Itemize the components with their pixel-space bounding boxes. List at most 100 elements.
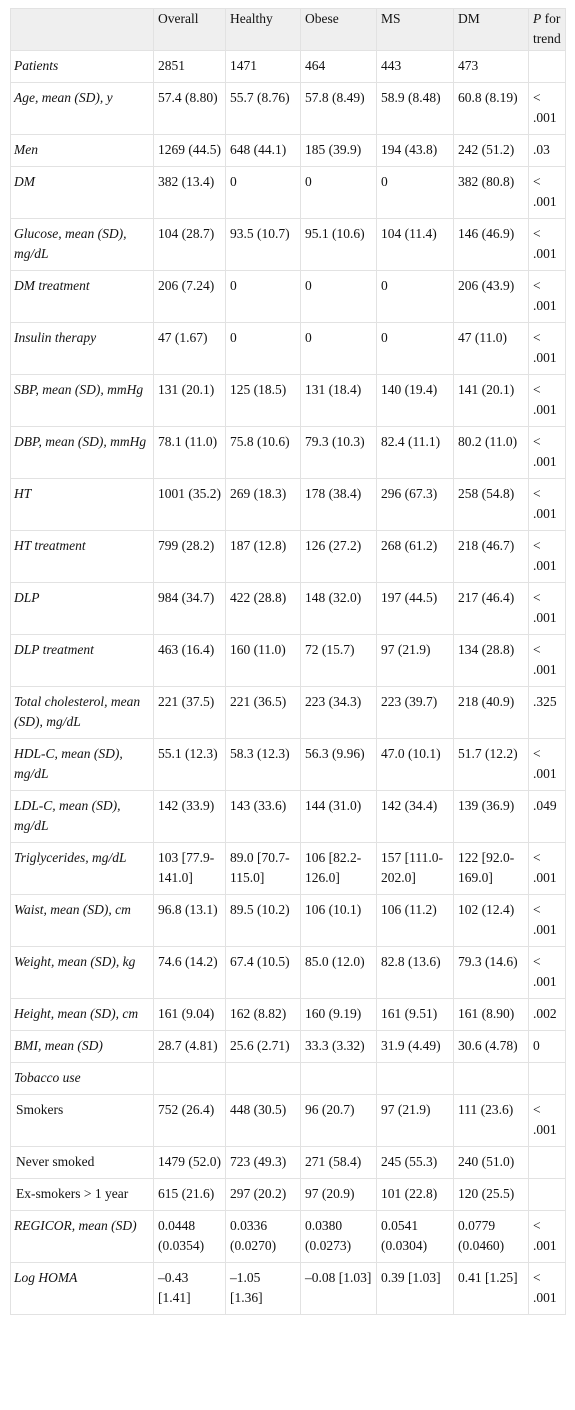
- value-cell: 185 (39.9): [300, 134, 377, 167]
- row-label: DM: [10, 166, 154, 219]
- value-cell: 102 (12.4): [453, 894, 529, 947]
- p-symbol: P: [533, 11, 542, 26]
- value-cell: 111 (23.6): [453, 1094, 529, 1147]
- table-row: Never smoked 1479 (52.0) 723 (49.3) 271 (58…: [10, 1146, 566, 1179]
- value-cell: 269 (18.3): [225, 478, 301, 531]
- value-cell: 104 (11.4): [376, 218, 454, 271]
- value-cell: 194 (43.8): [376, 134, 454, 167]
- value-cell: 187 (12.8): [225, 530, 301, 583]
- p-value: < .001: [528, 270, 566, 323]
- p-value: 0: [528, 1030, 566, 1063]
- row-label: Never smoked: [10, 1146, 154, 1179]
- value-cell: –1.05 [1.36]: [225, 1262, 301, 1315]
- value-cell: 131 (18.4): [300, 374, 377, 427]
- row-label: Patients: [10, 50, 154, 83]
- row-label: Glucose, mean (SD), mg/dL: [10, 218, 154, 271]
- value-cell: 0.0541 (0.0304): [376, 1210, 454, 1263]
- value-cell: 142 (34.4): [376, 790, 454, 843]
- row-label: SBP, mean (SD), mmHg: [10, 374, 154, 427]
- table-row: Patients 2851 1471 464 443 473: [10, 50, 566, 83]
- value-cell: 0: [300, 166, 377, 219]
- row-label: HT treatment: [10, 530, 154, 583]
- value-cell: 206 (7.24): [153, 270, 226, 323]
- row-label: Waist, mean (SD), cm: [10, 894, 154, 947]
- value-cell: 104 (28.7): [153, 218, 226, 271]
- value-cell: 47 (11.0): [453, 322, 529, 375]
- value-cell: 218 (40.9): [453, 686, 529, 739]
- p-value: < .001: [528, 842, 566, 895]
- value-cell: 0: [225, 166, 301, 219]
- value-cell: 443: [376, 50, 454, 83]
- empty-cell: [225, 1062, 301, 1095]
- p-value: < .001: [528, 894, 566, 947]
- table-row: Waist, mean (SD), cm 96.8 (13.1) 89.5 (10.…: [10, 894, 566, 947]
- data-table: Overall Healthy Obese MS DM P for trend Patie…: [10, 8, 566, 1315]
- empty-cell: [528, 1178, 566, 1211]
- value-cell: 57.4 (8.80): [153, 82, 226, 135]
- value-cell: 217 (46.4): [453, 582, 529, 635]
- value-cell: 0: [300, 322, 377, 375]
- table-row: Log HOMA –0.43 [1.41] –1.05 [1.36] –0.08 [1…: [10, 1262, 566, 1315]
- p-value: < .001: [528, 166, 566, 219]
- value-cell: 55.7 (8.76): [225, 82, 301, 135]
- value-cell: 56.3 (9.96): [300, 738, 377, 791]
- value-cell: 271 (58.4): [300, 1146, 377, 1179]
- value-cell: 30.6 (4.78): [453, 1030, 529, 1063]
- p-value: < .001: [528, 530, 566, 583]
- p-value: < .001: [528, 738, 566, 791]
- table-header: Overall Healthy Obese MS DM P for trend: [10, 8, 566, 51]
- table-row: Men 1269 (44.5) 648 (44.1) 185 (39.9) 194 (4…: [10, 134, 566, 167]
- value-cell: 723 (49.3): [225, 1146, 301, 1179]
- table-row: BMI, mean (SD) 28.7 (4.81) 25.6 (2.71) 33.3…: [10, 1030, 566, 1063]
- p-header: P for trend: [528, 8, 566, 51]
- empty-cell: [528, 50, 566, 83]
- value-cell: 79.3 (14.6): [453, 946, 529, 999]
- value-cell: 58.9 (8.48): [376, 82, 454, 135]
- value-cell: 242 (51.2): [453, 134, 529, 167]
- value-cell: 178 (38.4): [300, 478, 377, 531]
- value-cell: 55.1 (12.3): [153, 738, 226, 791]
- value-cell: 75.8 (10.6): [225, 426, 301, 479]
- value-cell: 297 (20.2): [225, 1178, 301, 1211]
- value-cell: 95.1 (10.6): [300, 218, 377, 271]
- value-cell: 0.39 [1.03]: [376, 1262, 454, 1315]
- table-row: LDL-C, mean (SD), mg/dL 142 (33.9) 143 (33…: [10, 790, 566, 843]
- value-cell: 422 (28.8): [225, 582, 301, 635]
- table-row: Glucose, mean (SD), mg/dL 104 (28.7) 93.5 …: [10, 218, 566, 271]
- value-cell: 162 (8.82): [225, 998, 301, 1031]
- value-cell: 0: [225, 322, 301, 375]
- value-cell: 33.3 (3.32): [300, 1030, 377, 1063]
- value-cell: 448 (30.5): [225, 1094, 301, 1147]
- value-cell: 139 (36.9): [453, 790, 529, 843]
- value-cell: 89.0 [70.7-115.0]: [225, 842, 301, 895]
- value-cell: 1269 (44.5): [153, 134, 226, 167]
- value-cell: 799 (28.2): [153, 530, 226, 583]
- value-cell: 0: [300, 270, 377, 323]
- value-cell: 160 (9.19): [300, 998, 377, 1031]
- value-cell: 106 [82.2-126.0]: [300, 842, 377, 895]
- row-label: DBP, mean (SD), mmHg: [10, 426, 154, 479]
- table-row: DM treatment 206 (7.24) 0 0 0 206 (43.9) < .00…: [10, 270, 566, 323]
- value-cell: 221 (36.5): [225, 686, 301, 739]
- value-cell: 134 (28.8): [453, 634, 529, 687]
- value-cell: 51.7 (12.2): [453, 738, 529, 791]
- value-cell: 96 (20.7): [300, 1094, 377, 1147]
- table-row: DLP treatment 463 (16.4) 160 (11.0) 72 (15.…: [10, 634, 566, 687]
- p-value: < .001: [528, 322, 566, 375]
- column-header: Overall: [153, 8, 226, 51]
- value-cell: 1471: [225, 50, 301, 83]
- table-row: HDL-C, mean (SD), mg/dL 55.1 (12.3) 58.3 (…: [10, 738, 566, 791]
- value-cell: 89.5 (10.2): [225, 894, 301, 947]
- value-cell: 0.0380 (0.0273): [300, 1210, 377, 1263]
- empty-cell: [153, 1062, 226, 1095]
- p-value: < .001: [528, 946, 566, 999]
- value-cell: 0: [376, 322, 454, 375]
- row-label: LDL-C, mean (SD), mg/dL: [10, 790, 154, 843]
- row-label: Log HOMA: [10, 1262, 154, 1315]
- value-cell: 103 [77.9-141.0]: [153, 842, 226, 895]
- value-cell: 47.0 (10.1): [376, 738, 454, 791]
- value-cell: 148 (32.0): [300, 582, 377, 635]
- value-cell: 752 (26.4): [153, 1094, 226, 1147]
- p-value: < .001: [528, 374, 566, 427]
